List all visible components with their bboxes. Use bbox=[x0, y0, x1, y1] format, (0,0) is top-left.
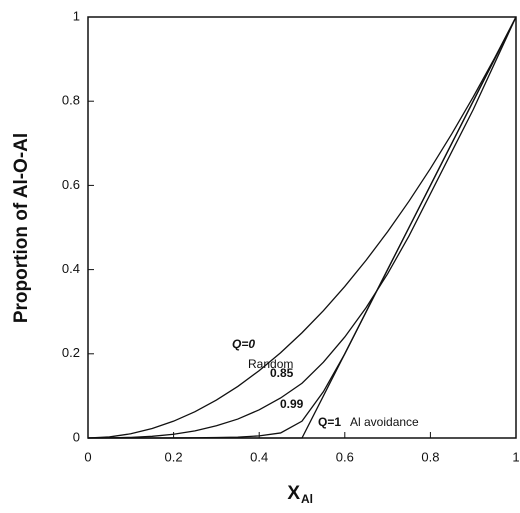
x-tick-label: 0.4 bbox=[250, 449, 268, 464]
y-tick-label: 0.8 bbox=[62, 93, 80, 108]
x-axis-title-subscript: Al bbox=[301, 492, 313, 506]
line-series bbox=[87, 16, 517, 439]
x-tick-label: 0.8 bbox=[421, 449, 439, 464]
x-tick-label: 0.6 bbox=[336, 449, 354, 464]
annotation: Q=0 bbox=[232, 337, 255, 351]
annotation: Q=1 bbox=[318, 415, 341, 429]
line-series bbox=[87, 16, 517, 439]
x-tick-label: 0.2 bbox=[165, 449, 183, 464]
x-axis-title: X bbox=[287, 483, 300, 504]
x-tick-label: 1 bbox=[512, 449, 519, 464]
y-tick-label: 1 bbox=[73, 8, 80, 23]
annotation: Al avoidance bbox=[350, 415, 419, 429]
plot-frame bbox=[87, 16, 517, 439]
x-tick-label: 0 bbox=[84, 449, 91, 464]
annotation: 0.85 bbox=[270, 366, 294, 380]
annotation: 0.99 bbox=[280, 397, 304, 411]
line-series bbox=[88, 16, 517, 439]
y-tick-label: 0.2 bbox=[62, 345, 80, 360]
y-tick-label: 0.4 bbox=[62, 261, 80, 276]
annotation: Random bbox=[248, 357, 293, 371]
y-tick-label: 0 bbox=[73, 429, 80, 444]
y-axis-title: Proportion of Al-O-Al bbox=[11, 133, 32, 323]
y-tick-label: 0.6 bbox=[62, 177, 80, 192]
line-series bbox=[88, 16, 517, 439]
